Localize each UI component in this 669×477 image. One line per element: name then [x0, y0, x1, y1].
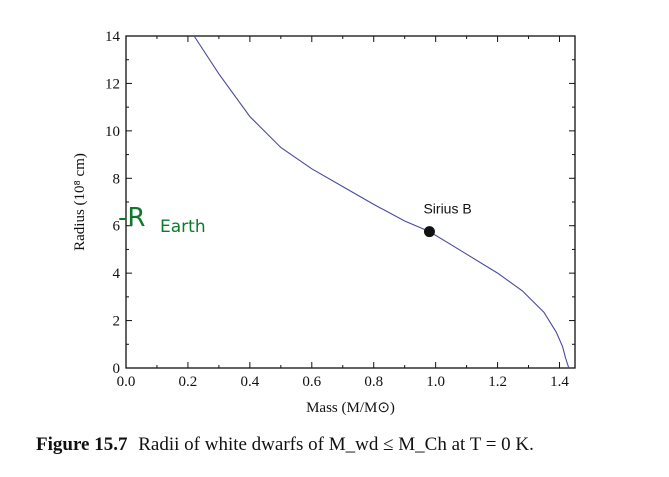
earth-radius-label: -R [118, 203, 145, 233]
x-tick-label: 0.6 [302, 374, 321, 390]
x-tick-label: 0.8 [364, 374, 383, 390]
y-tick-label: 4 [113, 266, 121, 282]
y-tick-label: 2 [113, 314, 121, 330]
earth-radius-subscript: Earth [160, 217, 206, 237]
y-tick-label: 6 [113, 219, 121, 235]
figure-number: Figure 15.7 [36, 434, 128, 455]
sirius-b-point [423, 226, 435, 238]
plot-frame [125, 35, 576, 369]
x-tick-label: 0.0 [117, 374, 136, 390]
y-tick-label: 8 [113, 171, 121, 187]
y-tick-label: 14 [105, 29, 121, 45]
mass-radius-curve [193, 35, 570, 369]
y-tick-label: 12 [105, 76, 120, 92]
x-tick-label: 1.2 [488, 374, 507, 390]
x-axis-ticks: 0.0 0.2 0.4 0.6 0.8 1.0 1.2 1.4 [117, 36, 569, 390]
x-tick-label: 0.4 [240, 374, 259, 390]
y-axis-label: Radius (10⁸ cm) [72, 153, 88, 251]
caption-text: Radii of white dwarfs of M_wd ≤ M_Ch at … [138, 434, 534, 455]
x-tick-label: 0.2 [179, 374, 198, 390]
figure-caption: Figure 15.7 Radii of white dwarfs of M_w… [36, 434, 656, 456]
y-tick-label: 10 [105, 124, 120, 140]
x-axis-label: Mass (M/M⊙) [306, 400, 395, 416]
x-tick-label: 1.4 [550, 374, 569, 390]
sirius-b-label: Sirius B [423, 201, 471, 217]
earth-radius-annotation: -R Earth [118, 203, 206, 237]
x-tick-label: 1.0 [426, 374, 445, 390]
y-axis-ticks: 0 2 4 6 8 10 12 14 [105, 29, 575, 377]
y-tick-label: 0 [113, 361, 121, 377]
